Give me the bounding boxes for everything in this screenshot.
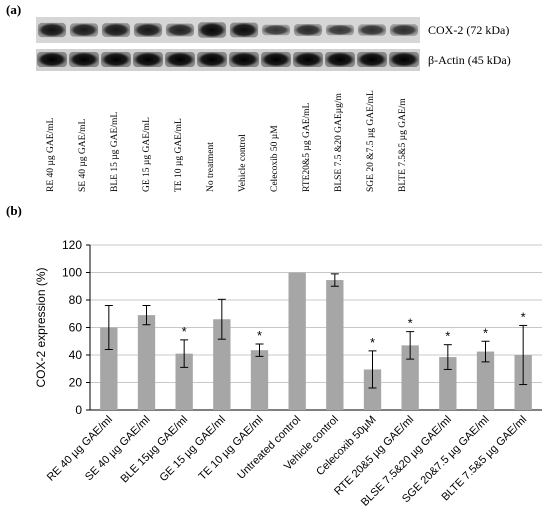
y-tick-label: 120	[62, 238, 82, 252]
significance-marker: *	[370, 335, 375, 350]
cox2-band-label: COX-2 (72 kDa)	[428, 23, 510, 37]
actin-band	[324, 52, 356, 67]
lane-label: Celecoxib 50 µM	[270, 125, 280, 192]
y-tick-label: 100	[62, 266, 82, 280]
actin-band	[228, 52, 260, 67]
actin-membrane	[36, 49, 420, 71]
x-tick-label: BLE 15µg GAE/ml	[119, 414, 191, 486]
cox2-band	[293, 24, 323, 36]
x-tick-label: Untreated control	[235, 414, 303, 482]
actin-band	[164, 52, 196, 67]
cox2-band	[229, 22, 259, 38]
y-tick-label: 80	[69, 293, 83, 307]
cox2-band	[357, 24, 387, 36]
y-axis-label: COX-2 expression (%)	[34, 267, 48, 387]
lane-label: GE 15 µg GAE/mL	[142, 117, 152, 192]
y-tick-label: 40	[69, 348, 83, 362]
actin-band	[260, 52, 292, 67]
bar	[100, 327, 118, 410]
x-tick-label: SE 40 µg GAE/ml	[83, 414, 153, 484]
significance-marker: *	[257, 328, 262, 343]
bar	[175, 353, 193, 410]
y-tick-label: 60	[69, 321, 83, 335]
x-tick-label: RE 40 µg GAE/ml	[45, 414, 115, 484]
lane-label: No treatment	[206, 142, 216, 192]
cox2-membrane	[36, 17, 420, 43]
lane-label: TE 10 µg GAE/mL	[174, 118, 184, 192]
bar	[213, 319, 231, 410]
lane-label: RTE20&5 µg GAE/mL	[302, 102, 312, 192]
lane-label: RE 40 µg GAE/mL	[46, 117, 56, 192]
x-tick-label: GE 15 µg GAE/ml	[157, 414, 227, 484]
bar	[401, 345, 419, 410]
x-tick-label: BLTE 7.5&5 µg GAE/ml	[440, 414, 530, 504]
actin-band	[68, 52, 100, 67]
y-tick-label: 20	[69, 376, 83, 390]
actin-band	[356, 52, 388, 67]
y-tick-label: 0	[75, 403, 82, 417]
lane-label: BLE 15 µg GAE/mL	[110, 111, 120, 192]
chart-axes: 0 20 40 60 80 100 120 COX-2 expression (%)	[34, 238, 542, 417]
significance-marker: *	[182, 324, 187, 339]
cox2-band	[133, 23, 163, 37]
x-tick-label: BLSE 7.5&20 µg GAE/ml	[359, 414, 454, 509]
bar	[363, 369, 382, 410]
x-tick-label: TE 10 µg GAE/ml	[196, 414, 265, 483]
cox2-band	[197, 22, 227, 38]
bar	[476, 351, 495, 410]
x-tick-label: Celecoxib 50µM	[314, 414, 378, 478]
actin-band	[100, 52, 132, 67]
lane-label: BLSE 7.5 &20 GAEµg/m	[334, 93, 344, 192]
panel-b-label: (b)	[6, 203, 22, 218]
cox2-band	[101, 23, 131, 37]
bar	[288, 272, 306, 410]
significance-marker: *	[521, 309, 526, 324]
cox2-band	[165, 23, 195, 37]
actin-band-label: β-Actin (45 kDa)	[428, 53, 511, 67]
lane-label: SGE 20 &7.5 µg GAE/mL	[366, 90, 376, 192]
bar	[439, 357, 457, 410]
bar	[250, 350, 269, 410]
bar	[137, 315, 156, 410]
actin-band	[292, 52, 324, 67]
cox2-band	[325, 24, 355, 36]
lane-label: BLTE 7.5&5 µg GAE/m	[398, 98, 408, 192]
x-tick-label: RTE 20&5 µg GAE/ml	[332, 414, 416, 498]
actin-band	[388, 52, 420, 67]
x-tick-label: SGE 20&7.5 µg GAE/ml	[400, 414, 492, 506]
bar	[514, 355, 532, 410]
cox2-band	[389, 24, 419, 36]
significance-marker: *	[483, 325, 488, 340]
actin-band	[132, 52, 164, 67]
cox2-band	[69, 23, 99, 37]
cox2-band	[261, 24, 291, 36]
lane-label: SE 40 µg GAE/mL	[78, 118, 88, 192]
significance-marker: *	[445, 329, 450, 344]
significance-marker: *	[408, 316, 413, 331]
actin-band	[36, 52, 68, 67]
bar	[326, 280, 344, 410]
panel-a-label: (a)	[6, 2, 22, 17]
lane-label: Vehicle control	[238, 134, 248, 192]
cox2-band	[37, 22, 67, 38]
western-blot	[36, 17, 420, 71]
x-tick-label: Vehicle control	[282, 414, 341, 473]
actin-band	[196, 52, 228, 67]
